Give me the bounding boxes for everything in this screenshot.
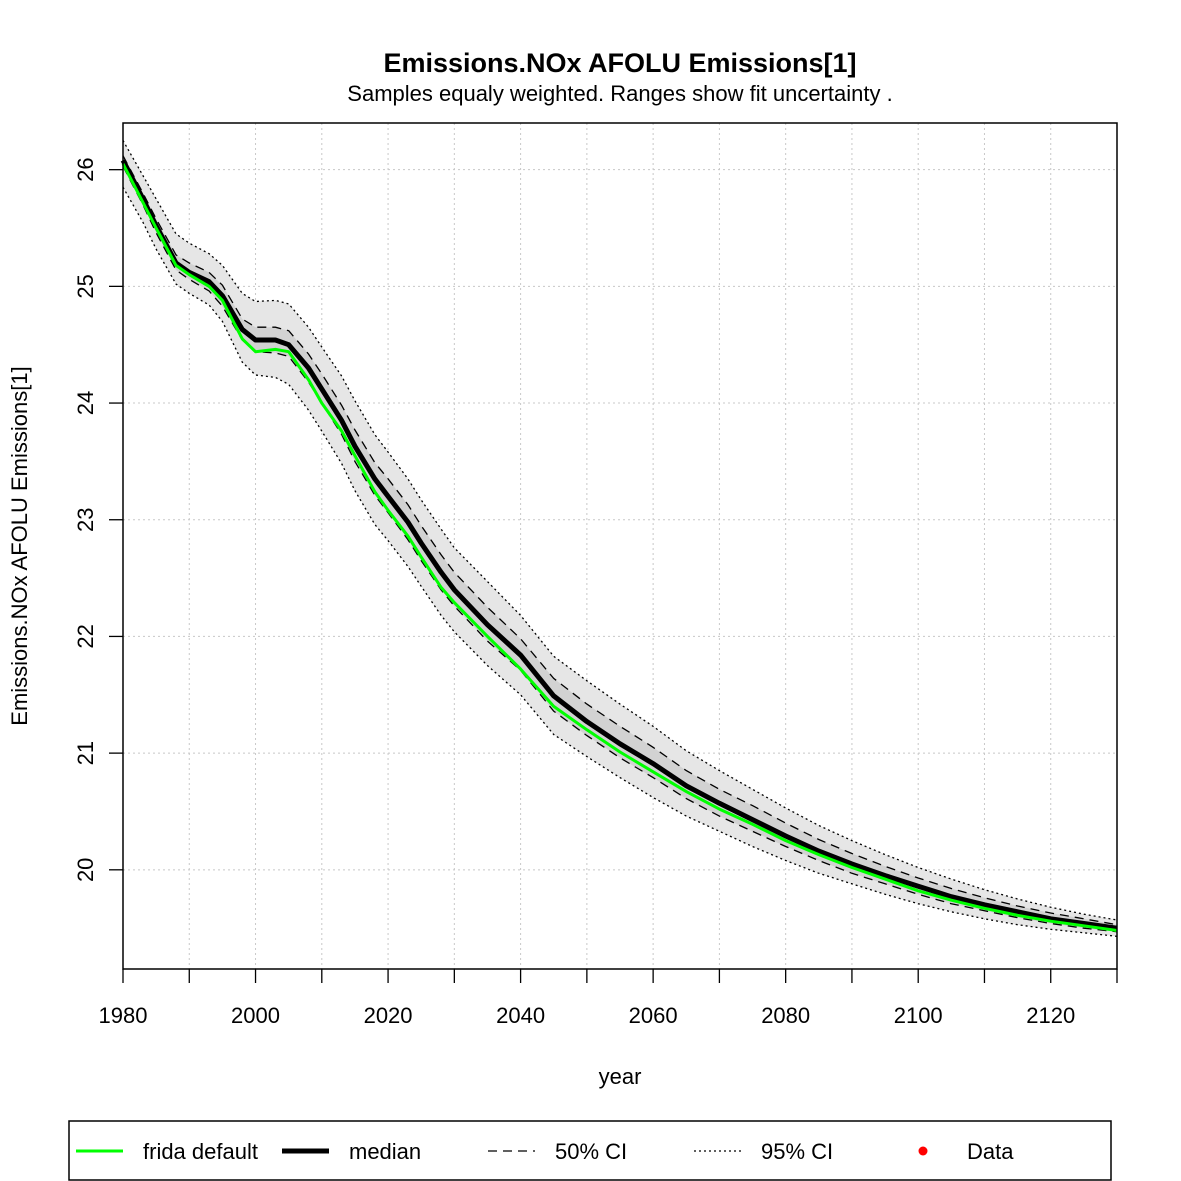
ci-95-band bbox=[123, 140, 1117, 937]
legend-label-95ci: 95% CI bbox=[761, 1139, 833, 1164]
legend-key-data bbox=[918, 1146, 928, 1156]
chart-subtitle: Samples equaly weighted. Ranges show fit… bbox=[347, 81, 892, 106]
y-axis: 20 21 22 23 24 25 26 bbox=[73, 157, 123, 882]
median-line bbox=[120, 159, 1118, 931]
y-tick-label: 20 bbox=[73, 858, 98, 882]
y-tick-label: 25 bbox=[73, 274, 98, 298]
chart-title: Emissions.NOx AFOLU Emissions[1] bbox=[383, 48, 856, 78]
legend-label-frida-default: frida default bbox=[143, 1139, 258, 1164]
ci-50-band bbox=[123, 155, 1117, 932]
grid bbox=[122, 123, 1117, 969]
x-axis: 1980 2000 2020 2040 2060 2080 2100 2120 bbox=[99, 969, 1118, 1028]
legend-label-median: median bbox=[349, 1139, 421, 1164]
x-tick-label: 2080 bbox=[761, 1003, 810, 1028]
legend-box bbox=[68, 1120, 1112, 1181]
legend: frida default median 50% CI 95% CI Data bbox=[68, 1120, 1112, 1181]
legend-label-50ci: 50% CI bbox=[555, 1139, 627, 1164]
legend-label-data: Data bbox=[967, 1139, 1014, 1164]
x-tick-label: 2100 bbox=[894, 1003, 943, 1028]
ci-50-lower-line bbox=[122, 165, 1118, 933]
x-tick-label: 2000 bbox=[231, 1003, 280, 1028]
x-tick-label: 2040 bbox=[496, 1003, 545, 1028]
series-lines bbox=[120, 140, 1118, 937]
ci-bands bbox=[123, 140, 1117, 937]
y-tick-label: 21 bbox=[73, 741, 98, 765]
frida-default-line bbox=[121, 163, 1118, 932]
ci-50-upper-line bbox=[122, 155, 1118, 926]
y-tick-label: 23 bbox=[73, 508, 98, 532]
y-tick-label: 22 bbox=[73, 624, 98, 648]
x-tick-label: 2120 bbox=[1026, 1003, 1075, 1028]
x-axis-label: year bbox=[599, 1064, 642, 1089]
y-axis-label: Emissions.NOx AFOLU Emissions[1] bbox=[7, 366, 32, 725]
plot-frame bbox=[122, 122, 1118, 970]
y-tick-label: 24 bbox=[73, 391, 98, 415]
x-tick-label: 2060 bbox=[629, 1003, 678, 1028]
ci-95-lower-line bbox=[122, 186, 1118, 937]
x-tick-label: 1980 bbox=[99, 1003, 148, 1028]
ci-95-upper-line bbox=[122, 140, 1118, 921]
y-tick-label: 26 bbox=[73, 157, 98, 181]
x-tick-label: 2020 bbox=[364, 1003, 413, 1028]
